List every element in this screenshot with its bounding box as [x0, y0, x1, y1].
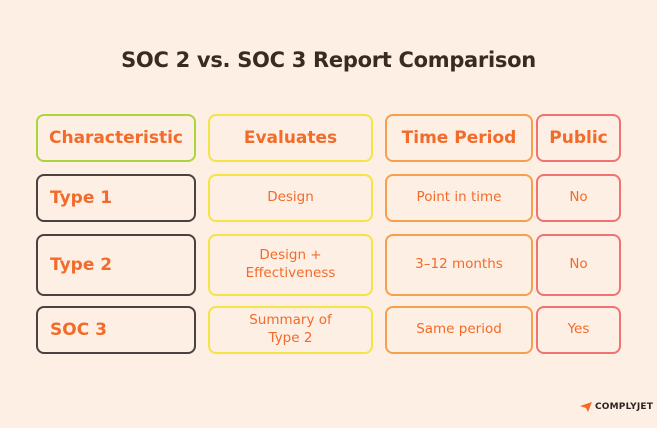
table-cell: Yes — [536, 306, 621, 354]
table-cell: Design — [208, 174, 373, 222]
table-cell-text: No — [569, 189, 588, 206]
table-cell: Point in time — [385, 174, 533, 222]
table-cell: No — [536, 174, 621, 222]
header-cell: Characteristic — [36, 114, 196, 162]
table-cell: Same period — [385, 306, 533, 354]
table-cell-text: Type 2 — [50, 254, 113, 275]
table-cell: Type 2 — [36, 234, 196, 296]
table-cell-text: 3–12 months — [415, 256, 503, 273]
header-cell-text: Evaluates — [243, 127, 338, 148]
logo-text: COMPLYJET — [595, 402, 654, 412]
table-cell: Type 1 — [36, 174, 196, 222]
title: SOC 2 vs. SOC 3 Report Comparison — [121, 48, 536, 72]
header-cell-text: Public — [549, 127, 608, 148]
header-cell-text: Time Period — [401, 127, 517, 148]
table-cell-text: Type 1 — [50, 187, 113, 208]
header-cell: Time Period — [385, 114, 533, 162]
table-cell-text: Same period — [416, 321, 502, 338]
table-cell: 3–12 months — [385, 234, 533, 296]
table-cell-text: Design — [267, 189, 314, 206]
header-cell-text: Characteristic — [49, 127, 183, 148]
header-cell: Evaluates — [208, 114, 373, 162]
header-cell: Public — [536, 114, 621, 162]
logo: COMPLYJET — [580, 402, 653, 412]
table-cell: SOC 3 — [36, 306, 196, 354]
logo-icon — [580, 402, 592, 412]
table-cell: Design + Effectiveness — [208, 234, 373, 296]
table-cell-text: Design + Effectiveness — [245, 247, 336, 281]
table-cell: No — [536, 234, 621, 296]
table-cell-text: Yes — [567, 321, 590, 338]
table-cell-text: Point in time — [416, 189, 502, 206]
table-cell-text: SOC 3 — [50, 319, 107, 340]
table-cell: Summary of Type 2 — [208, 306, 373, 354]
table-cell-text: Summary of Type 2 — [249, 312, 332, 346]
table-cell-text: No — [569, 256, 588, 273]
